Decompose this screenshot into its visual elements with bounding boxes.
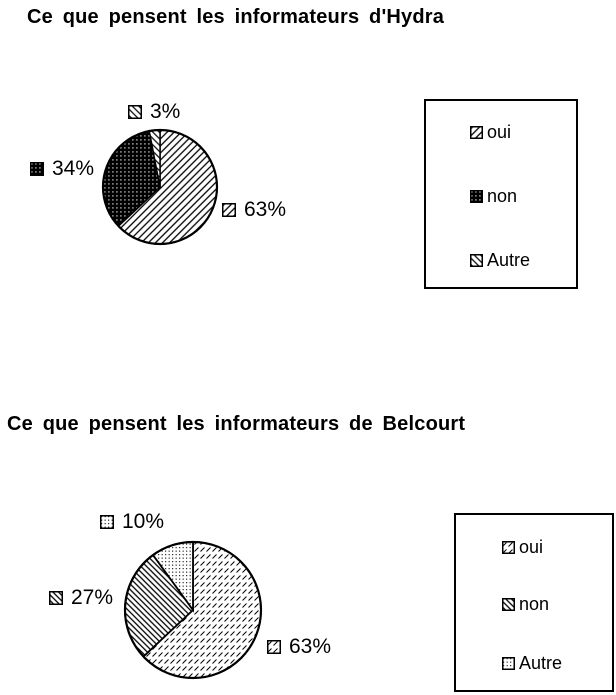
belcourt-data-label-autre-text: 10% [122,510,165,533]
hydra-legend-item-oui: oui [470,122,511,143]
hydra-data-label-autre-text: 3% [150,100,181,123]
hydra-legend-box: oui non Autre [424,99,578,289]
upward-diagonal-swatch-icon [470,126,483,139]
hydra-data-label-autre: 3% [128,100,180,124]
white-dots-swatch-icon [100,515,114,529]
downward-diagonal-swatch-icon [49,591,63,605]
hydra-legend-label-non: non [487,186,518,206]
hydra-legend-item-non: non [470,186,517,207]
belcourt-data-label-autre: 10% [100,510,164,534]
belcourt-legend-box: oui non Autre [454,513,614,692]
black-dots-swatch-icon [470,190,483,203]
hydra-data-label-oui-text: 63% [244,198,287,221]
belcourt-legend-item-oui: oui [502,537,543,558]
downward-diagonal-swatch-icon [128,105,142,119]
belcourt-pie-outline [123,540,263,680]
hydra-pie-chart [101,128,219,246]
fine-upward-diagonal-swatch-icon [267,640,281,654]
fine-upward-diagonal-swatch-icon [502,541,515,554]
belcourt-legend-item-autre: Autre [502,653,562,674]
hydra-data-label-non: 34% [30,157,94,181]
belcourt-legend-label-non: non [519,594,550,614]
downward-diagonal-swatch-icon [502,598,515,611]
belcourt-data-label-non-text: 27% [71,586,114,609]
belcourt-legend-label-oui: oui [519,537,544,557]
belcourt-legend-label-autre: Autre [519,653,563,673]
hydra-data-label-oui: 63% [222,198,286,222]
belcourt-data-label-oui: 63% [267,635,331,659]
hydra-legend-label-oui: oui [487,122,512,142]
hydra-data-label-non-text: 34% [52,157,95,180]
belcourt-chart-title: Ce que pensent les informateurs de Belco… [7,413,466,435]
belcourt-pie-chart [123,540,263,680]
hydra-legend-label-autre: Autre [487,250,531,270]
white-dots-swatch-icon [502,657,515,670]
hydra-chart-title: Ce que pensent les informateurs d'Hydra [27,6,445,28]
upward-diagonal-swatch-icon [222,203,236,217]
downward-diagonal-swatch-icon [470,254,483,267]
hydra-legend-item-autre: Autre [470,250,530,271]
belcourt-data-label-oui-text: 63% [289,635,332,658]
belcourt-data-label-non: 27% [49,586,113,610]
black-dots-swatch-icon [30,162,44,176]
hydra-pie-outline [101,128,219,246]
belcourt-legend-item-non: non [502,594,549,615]
